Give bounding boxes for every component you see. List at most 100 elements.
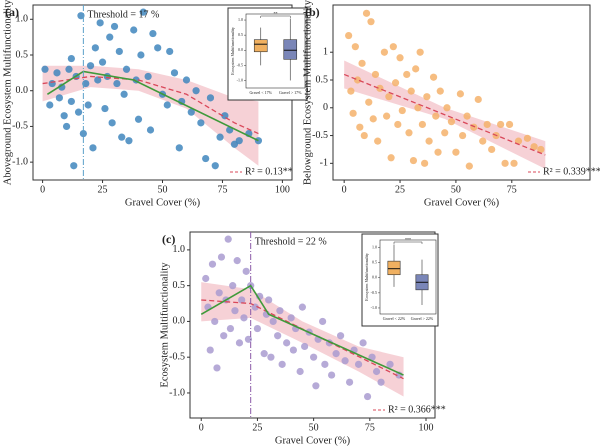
point: [391, 79, 400, 87]
segmented-fit: [46, 70, 259, 142]
point: [240, 314, 248, 322]
point: [224, 235, 232, 243]
fit-line: [343, 73, 546, 156]
point: [122, 65, 131, 73]
point: [398, 106, 406, 115]
point: [206, 346, 214, 354]
inset-y-tick-label: 0.0: [238, 47, 243, 52]
inset-y-tick-label: -0.5: [371, 290, 377, 295]
confidence-band: [201, 282, 404, 397]
point: [441, 129, 449, 137]
point: [108, 119, 116, 127]
point: [354, 360, 363, 368]
point: [287, 314, 295, 322]
point: [367, 18, 375, 26]
point: [134, 115, 143, 123]
point: [274, 332, 282, 340]
point: [336, 332, 345, 340]
point: [235, 137, 243, 145]
point: [216, 133, 224, 141]
point: [365, 98, 373, 106]
point: [345, 378, 354, 386]
panel-label: (c): [162, 232, 175, 246]
inset-y-tick-label: 1.0: [238, 17, 243, 22]
x-axis-label: Gravel Cover (%): [424, 197, 500, 208]
significance: **: [274, 11, 278, 16]
x-tick-label: 100: [419, 422, 434, 433]
point: [202, 154, 210, 163]
point: [86, 62, 95, 70]
point: [74, 108, 83, 116]
inset-frame: [245, 13, 306, 89]
point: [319, 317, 327, 326]
threshold-label: Threshold = 22 %: [255, 236, 327, 247]
x-tick-label: 0: [40, 184, 45, 195]
point: [463, 112, 471, 120]
point: [110, 22, 119, 31]
point: [459, 131, 467, 140]
point: [434, 148, 442, 156]
point: [414, 104, 422, 112]
point: [65, 65, 73, 73]
point: [328, 371, 336, 379]
point: [115, 47, 123, 56]
point: [407, 87, 415, 95]
point: [289, 346, 297, 354]
point: [501, 159, 509, 167]
point: [447, 118, 456, 126]
point: [278, 360, 286, 368]
point: [89, 144, 97, 152]
point: [175, 144, 183, 152]
point: [253, 324, 262, 333]
box: [283, 39, 298, 60]
point: [137, 51, 145, 59]
point: [202, 274, 210, 283]
point: [60, 112, 68, 120]
box: [387, 260, 401, 276]
x-tick-label: 50: [451, 184, 461, 195]
point: [220, 332, 228, 340]
y-tick-label: -0.5: [12, 121, 28, 132]
inset-y-label: Ecosystem Multifunctionality: [230, 27, 235, 75]
point: [217, 253, 226, 261]
point: [125, 137, 133, 145]
y-tick-label: -1.0: [12, 156, 28, 167]
inset-y-tick-label: 0.0: [372, 275, 377, 280]
y-tick-label: 0.5: [316, 74, 329, 85]
y-axis-label: Belowground Ecosystem Multifunctionality: [302, 0, 313, 185]
point: [91, 44, 99, 52]
point: [394, 120, 402, 129]
y-tick-label: 1: [323, 47, 328, 58]
point: [403, 70, 411, 79]
inset-y-label: Ecosystem Multifunctionality: [364, 253, 369, 301]
point: [96, 19, 104, 27]
y-tick-label: -0.5: [169, 351, 185, 362]
point: [149, 29, 157, 38]
y-axis-label: Aboveground Ecosystem Multifunctionality: [2, 0, 13, 185]
y-tick-label: -1.0: [169, 387, 185, 398]
point: [389, 43, 397, 51]
plot-frame: [332, 4, 591, 181]
inset-category: Gravel > 17%: [279, 90, 302, 95]
point: [77, 12, 85, 20]
point: [474, 95, 482, 104]
x-tick-label: 50: [158, 184, 168, 195]
point: [483, 120, 491, 129]
point: [233, 257, 241, 265]
x-axis-label: Gravel Cover (%): [275, 435, 351, 446]
point: [79, 129, 87, 138]
point: [229, 282, 237, 290]
point: [497, 120, 505, 129]
point: [211, 317, 219, 326]
significance-bracket: [393, 241, 423, 244]
point: [67, 54, 75, 63]
point: [356, 123, 364, 131]
point: [238, 296, 246, 304]
point: [537, 145, 545, 154]
point: [48, 79, 56, 88]
y-tick-label: 0.0: [173, 316, 186, 327]
point: [187, 108, 195, 116]
point: [82, 79, 90, 88]
point: [386, 360, 394, 368]
